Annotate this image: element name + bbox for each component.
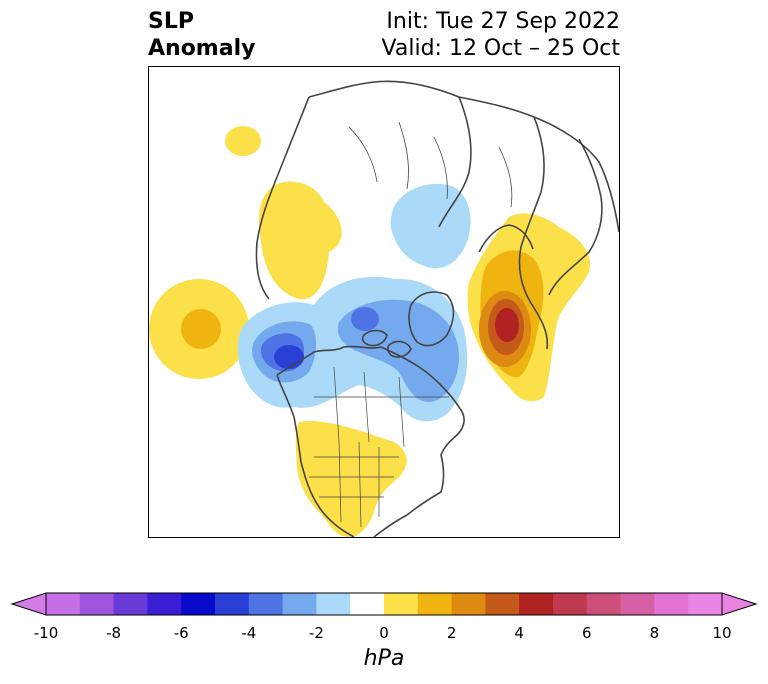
init-date: Init: Tue 27 Sep 2022 (386, 9, 620, 34)
colorbar-segment (688, 593, 723, 615)
colorbar-segment (417, 593, 453, 615)
colorbar-tick-label: -2 (308, 624, 324, 642)
colorbar-unit-label: hPa (363, 646, 405, 671)
colorbar-extend-high (721, 592, 758, 616)
anomaly-arctic-low (390, 183, 471, 269)
colorbar-tick-label: -10 (33, 624, 59, 642)
colorbar-tick-label: 2 (446, 624, 457, 642)
map-title: SLP Anomaly (148, 8, 255, 62)
anomaly-usa-high (295, 421, 407, 537)
anomaly-contours (149, 126, 590, 537)
colorbar-segment (586, 593, 622, 615)
colorbar-segment (248, 593, 284, 615)
colorbar-segment (113, 593, 148, 615)
colorbar-tick-label: 0 (379, 624, 389, 642)
colorbar-segment (451, 593, 486, 615)
colorbar-tick-label: 10 (712, 624, 732, 642)
map-panel (148, 66, 620, 538)
anomaly-atlantic-high (467, 213, 590, 402)
colorbar-segment (350, 593, 385, 615)
colorbar-tick-label: -6 (173, 624, 189, 642)
colorbar-frame (45, 592, 723, 616)
colorbar-segment (215, 593, 250, 615)
colorbar-segment (519, 593, 554, 615)
colorbar-segment (79, 593, 115, 615)
colorbar-tick-label: -8 (106, 624, 122, 642)
colorbar-extend-low (10, 592, 47, 616)
colorbar-segment (620, 593, 655, 615)
colorbar-tick-label: -4 (241, 624, 257, 642)
anomaly-blob-small (225, 126, 261, 156)
colorbar-segment (181, 593, 216, 615)
colorbar (10, 592, 758, 616)
colorbar-segment (654, 593, 689, 615)
colorbar-tick-label: 6 (582, 624, 592, 642)
colorbar-segment (46, 593, 81, 615)
colorbar-tick-label: 8 (649, 624, 660, 642)
title-line-1: SLP (148, 9, 194, 34)
anomaly-pacific-high (149, 279, 249, 379)
coastlines (255, 80, 619, 537)
valid-range: Valid: 12 Oct – 25 Oct (381, 36, 620, 61)
title-line-2: Anomaly (148, 36, 256, 61)
colorbar-segment (384, 593, 419, 615)
anomaly-map (149, 80, 619, 537)
colorbar-segments (46, 593, 723, 615)
colorbar-segment (316, 593, 351, 615)
colorbar-segment (282, 593, 317, 615)
forecast-info: Init: Tue 27 Sep 2022 Valid: 12 Oct – 25… (382, 8, 620, 62)
colorbar-segment (553, 593, 588, 615)
colorbar-segment (485, 593, 520, 615)
colorbar-tick-label: 4 (514, 624, 524, 642)
colorbar-segment (147, 593, 182, 615)
anomaly-siberia-high (259, 181, 342, 300)
anomaly-lows (237, 276, 468, 422)
